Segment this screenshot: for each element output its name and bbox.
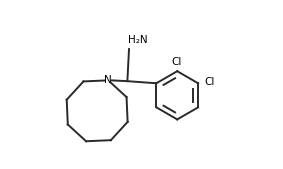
Text: N: N (104, 75, 112, 85)
Text: Cl: Cl (205, 77, 215, 87)
Text: Cl: Cl (171, 57, 182, 67)
Text: H₂N: H₂N (128, 35, 148, 45)
